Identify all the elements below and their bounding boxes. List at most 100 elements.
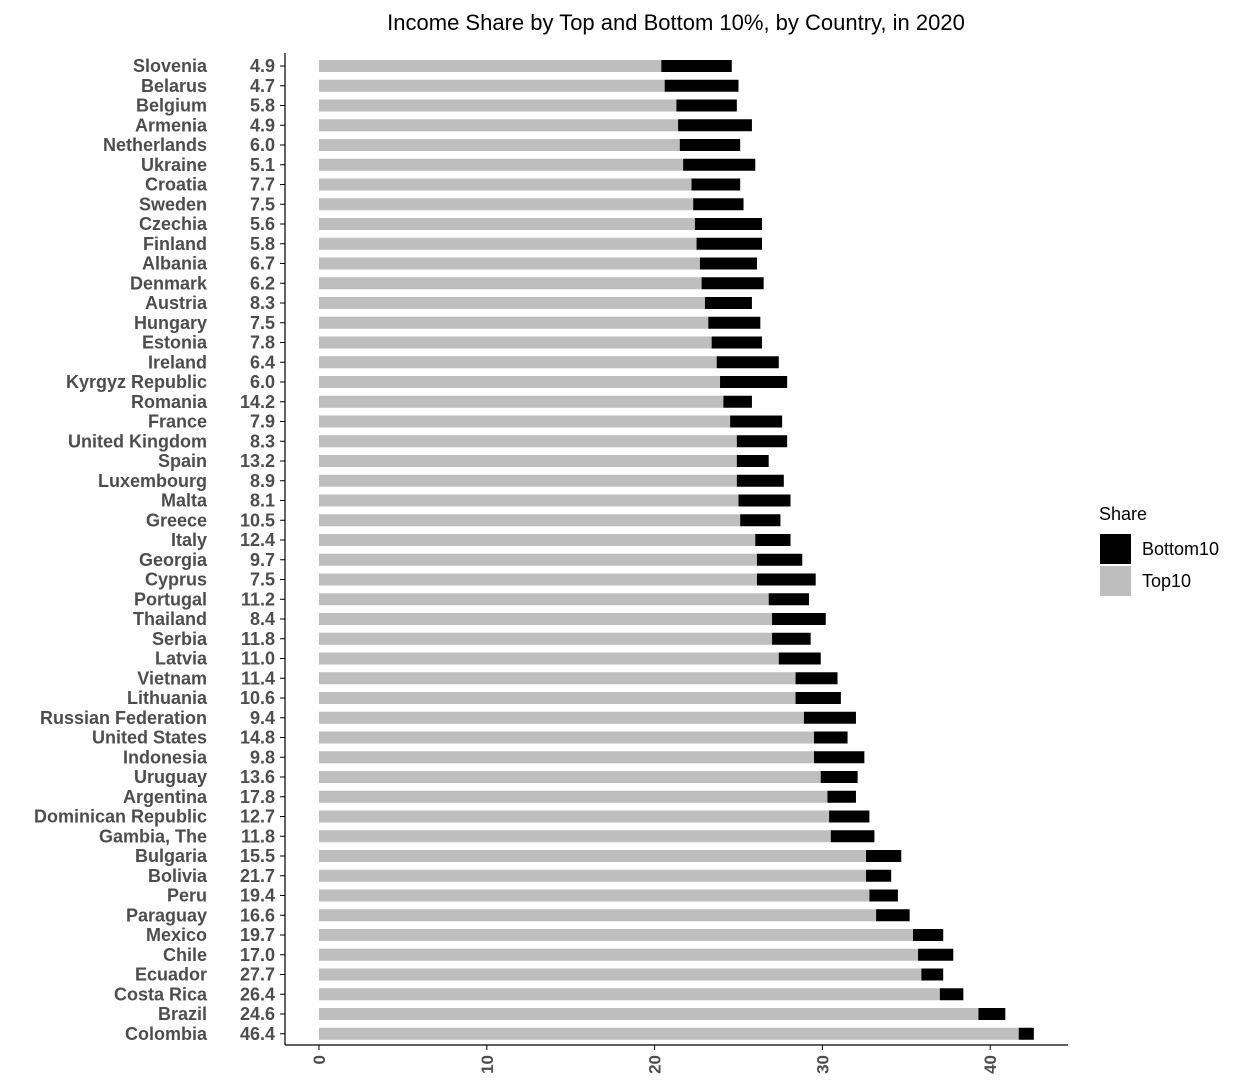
bar-top10 [319, 455, 737, 467]
bar-top10 [319, 237, 697, 250]
bar-top10 [319, 514, 741, 527]
bar-top10 [319, 277, 702, 290]
ratio-label: 8.9 [250, 471, 275, 491]
country-label: Thailand [133, 609, 207, 629]
ratio-label: 5.8 [250, 234, 275, 254]
bar-bottom10 [730, 415, 783, 428]
bar-bottom10 [699, 257, 757, 270]
legend-label-top10: Top10 [1142, 571, 1191, 591]
bar-bottom10 [716, 356, 779, 369]
bar-top10 [319, 178, 692, 191]
x-tick-label: 10 [478, 1055, 497, 1074]
x-tick-label: 0 [310, 1055, 329, 1064]
country-label: Armenia [135, 115, 208, 135]
ratio-label: 26.4 [240, 984, 275, 1004]
ratio-label: 7.5 [250, 194, 275, 214]
ratio-label: 11.0 [241, 649, 275, 669]
country-label: Hungary [134, 313, 207, 333]
country-label: France [148, 412, 207, 432]
bar-top10 [319, 316, 709, 329]
bar-bottom10 [661, 60, 732, 72]
country-label: Belgium [136, 96, 207, 116]
ratio-label: 19.7 [240, 925, 275, 945]
bar-top10 [319, 553, 757, 566]
country-labels: SloveniaBelarusBelgiumArmeniaNetherlands… [34, 56, 208, 1044]
country-label: Dominican Republic [34, 807, 207, 827]
country-label: Vietnam [137, 668, 207, 688]
bar-top10 [319, 731, 815, 744]
country-label: Croatia [145, 175, 208, 195]
country-label: Chile [163, 945, 207, 965]
bar-top10 [319, 573, 757, 586]
bar-bottom10 [678, 119, 752, 132]
bar-top10 [319, 613, 773, 625]
country-label: Bolivia [148, 866, 208, 886]
country-label: Spain [158, 451, 207, 471]
ratio-label: 7.9 [250, 412, 275, 432]
ratio-label: 6.0 [250, 135, 275, 155]
legend-swatch-top10 [1100, 566, 1131, 596]
ratio-label: 7.5 [250, 570, 275, 590]
bar-top10 [319, 415, 731, 428]
ratio-label: 6.2 [250, 273, 275, 293]
country-label: Paraguay [126, 905, 207, 925]
bars-group [319, 60, 1034, 1040]
ratio-label: 12.4 [240, 530, 275, 550]
country-label: Serbia [152, 629, 208, 649]
bar-top10 [319, 771, 821, 783]
bar-bottom10 [913, 929, 944, 941]
country-label: United States [92, 728, 207, 748]
bar-bottom10 [694, 218, 762, 230]
bar-bottom10 [795, 672, 838, 685]
bar-bottom10 [814, 751, 865, 764]
bar-top10 [319, 356, 717, 369]
bar-top10 [319, 968, 922, 981]
bar-top10 [319, 672, 796, 685]
bar-top10 [319, 889, 870, 902]
bar-top10 [319, 790, 828, 803]
country-label: Albania [142, 254, 208, 274]
ratio-label: 11.4 [241, 668, 275, 688]
bar-bottom10 [827, 790, 856, 803]
bar-bottom10 [772, 613, 826, 625]
country-label: Greece [146, 510, 207, 530]
bar-top10 [319, 652, 779, 665]
country-label: Malta [161, 491, 208, 511]
country-label: Czechia [139, 214, 208, 234]
bar-top10 [319, 376, 721, 388]
country-label: United Kingdom [68, 431, 207, 451]
bar-bottom10 [814, 731, 848, 744]
bar-top10 [319, 218, 695, 230]
ratio-label: 6.7 [250, 254, 275, 274]
ratio-label: 5.8 [250, 96, 275, 116]
ratio-label: 24.6 [240, 1004, 275, 1024]
country-label: Romania [131, 392, 208, 412]
country-label: Colombia [125, 1024, 208, 1044]
bar-top10 [319, 60, 662, 72]
bar-bottom10 [736, 474, 784, 487]
bar-bottom10 [829, 810, 870, 823]
country-label: Ukraine [141, 155, 207, 175]
ratio-label: 13.6 [240, 767, 275, 787]
ratio-label: 17.0 [240, 945, 275, 965]
bar-bottom10 [1018, 1027, 1034, 1040]
country-label: Costa Rica [114, 984, 208, 1004]
ratio-label: 14.8 [240, 728, 275, 748]
ratio-label: 10.5 [240, 510, 275, 530]
bar-top10 [319, 257, 700, 270]
bar-bottom10 [691, 178, 741, 191]
country-label: Kyrgyz Republic [66, 372, 207, 392]
ratio-label: 11.8 [241, 629, 275, 649]
bar-top10 [319, 119, 679, 132]
bar-bottom10 [701, 277, 764, 290]
bar-top10 [319, 494, 739, 507]
bar-top10 [319, 395, 724, 408]
country-label: Brazil [158, 1004, 207, 1024]
ratio-label: 8.3 [250, 431, 275, 451]
x-tick-label: 40 [981, 1055, 1000, 1074]
bar-top10 [319, 692, 796, 704]
bar-bottom10 [866, 869, 892, 882]
bar-top10 [319, 99, 677, 112]
bar-top10 [319, 909, 877, 922]
country-label: Argentina [123, 787, 208, 807]
